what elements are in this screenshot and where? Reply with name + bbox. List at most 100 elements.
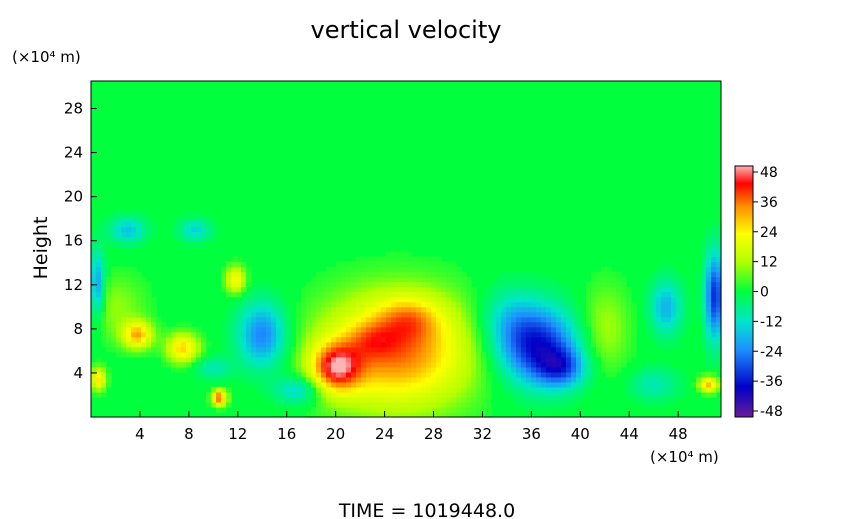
heatmap-cell <box>696 291 702 298</box>
heatmap-cell <box>101 276 107 283</box>
heatmap-cells <box>91 211 722 418</box>
heatmap-cell <box>401 336 407 343</box>
heatmap-cell <box>501 346 507 353</box>
heatmap-cell <box>551 361 557 368</box>
heatmap-cell <box>711 356 717 363</box>
heatmap-cell <box>366 326 372 333</box>
heatmap-cell <box>396 356 402 363</box>
heatmap-cell <box>711 391 717 398</box>
heatmap-cell <box>476 336 482 343</box>
heatmap-cell <box>481 326 487 333</box>
heatmap-cell <box>231 311 237 318</box>
heatmap-cell <box>711 296 717 303</box>
heatmap-cell <box>486 411 492 418</box>
heatmap-cell <box>676 276 682 283</box>
heatmap-cell <box>296 391 302 398</box>
heatmap-cell <box>596 291 602 298</box>
heatmap-cell <box>116 351 122 358</box>
heatmap-cell <box>646 376 652 383</box>
heatmap-cell <box>466 296 472 303</box>
heatmap-cell <box>311 376 317 383</box>
heatmap-cell <box>666 311 672 318</box>
heatmap-cell <box>96 366 102 373</box>
heatmap-cell <box>516 331 522 338</box>
heatmap-cell <box>541 281 547 288</box>
heatmap-cell <box>651 381 657 388</box>
heatmap-cell <box>376 376 382 383</box>
heatmap-cell <box>661 291 667 298</box>
heatmap-cell <box>346 271 352 278</box>
heatmap-cell <box>481 321 487 328</box>
heatmap-cell <box>106 311 112 318</box>
heatmap-cell <box>436 256 442 263</box>
heatmap-cell <box>356 381 362 388</box>
heatmap-cell <box>396 261 402 268</box>
heatmap-cell <box>566 296 572 303</box>
heatmap-cell <box>711 376 717 383</box>
heatmap-cell <box>121 231 127 238</box>
heatmap-cell <box>341 301 347 308</box>
heatmap-cell <box>576 331 582 338</box>
heatmap-cell <box>116 336 122 343</box>
heatmap-cell <box>111 331 117 338</box>
heatmap-cell <box>296 366 302 373</box>
heatmap-cell <box>141 236 147 243</box>
heatmap-cell <box>456 306 462 313</box>
heatmap-cell <box>661 271 667 278</box>
heatmap-cell <box>356 386 362 393</box>
heatmap-cell <box>116 271 122 278</box>
heatmap-cell <box>341 366 347 373</box>
heatmap-cell <box>201 221 207 228</box>
x-tick-label: 40 <box>571 425 590 443</box>
heatmap-cell <box>456 376 462 383</box>
heatmap-cell <box>336 411 342 418</box>
heatmap-cell <box>216 391 222 398</box>
heatmap-cell <box>446 286 452 293</box>
heatmap-cell <box>671 291 677 298</box>
heatmap-cell <box>526 371 532 378</box>
heatmap-cell <box>571 336 577 343</box>
heatmap-cell <box>531 396 537 403</box>
heatmap-cell <box>701 371 707 378</box>
heatmap-cell <box>521 276 527 283</box>
heatmap-cell <box>516 286 522 293</box>
heatmap-cell <box>586 321 592 328</box>
heatmap-cell <box>111 276 117 283</box>
colorbar-gradient <box>734 165 754 418</box>
heatmap-cell <box>306 286 312 293</box>
heatmap-cell <box>641 396 647 403</box>
heatmap-cell <box>161 356 167 363</box>
heatmap-cell <box>596 321 602 328</box>
heatmap-cell <box>131 286 137 293</box>
heatmap-cell <box>246 336 252 343</box>
heatmap-cell <box>576 376 582 383</box>
heatmap-cell <box>211 396 217 403</box>
heatmap-cell <box>306 376 312 383</box>
heatmap-cell <box>461 361 467 368</box>
heatmap-cell <box>131 296 137 303</box>
heatmap-cell <box>411 301 417 308</box>
heatmap-cell <box>711 276 717 283</box>
heatmap-cell <box>356 301 362 308</box>
heatmap-cell <box>506 386 512 393</box>
heatmap-cell <box>626 381 632 388</box>
heatmap-cell <box>401 276 407 283</box>
heatmap-cell <box>106 326 112 333</box>
heatmap-cell <box>191 336 197 343</box>
colorbar-tick-label: 36 <box>760 195 778 211</box>
heatmap-cell <box>616 276 622 283</box>
heatmap-cell <box>341 276 347 283</box>
heatmap-cell <box>476 346 482 353</box>
heatmap-cell <box>486 381 492 388</box>
heatmap-cell <box>196 226 202 233</box>
heatmap-cell <box>321 401 327 408</box>
heatmap-cell <box>406 306 412 313</box>
heatmap-cell <box>621 361 627 368</box>
heatmap-cell <box>366 391 372 398</box>
heatmap-cell <box>381 411 387 418</box>
heatmap-cell <box>561 316 567 323</box>
heatmap-cell <box>221 321 227 328</box>
heatmap-cell <box>236 351 242 358</box>
heatmap-cell <box>406 356 412 363</box>
heatmap-cell <box>521 386 527 393</box>
